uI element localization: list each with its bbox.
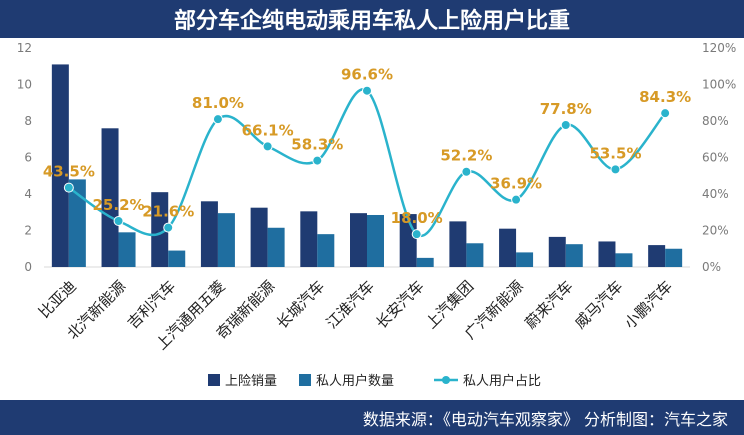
ratio-point [212, 114, 223, 125]
ratio-value-label: 36.9% [490, 175, 542, 193]
ratio-point [312, 155, 323, 166]
chart-plot: 0246810120%20%40%60%80%100%120%43.5%25.2… [17, 41, 737, 389]
legend-label-private: 私人用户数量 [316, 373, 394, 389]
x-category-label: 长城汽车 [273, 277, 328, 332]
x-category-label: 比亚迪 [35, 277, 80, 322]
source-footer: 数据来源：《电动汽车观察家》 分析制图：汽车之家 [0, 400, 744, 435]
ratio-value-label: 96.6% [341, 66, 393, 84]
x-category-label: 江淮汽车 [323, 277, 378, 332]
ratio-value-label: 21.6% [142, 203, 194, 221]
y-right-tick-label: 60% [702, 151, 729, 165]
bar-private-users [168, 250, 186, 267]
bar-private-users [367, 214, 384, 267]
x-category-label: 长安汽车 [372, 277, 427, 332]
legend-swatch-private [299, 374, 311, 386]
bar-private-users [665, 248, 683, 267]
y-left-tick-label: 0 [24, 260, 32, 274]
bar-private-users [565, 244, 583, 267]
bar-private-users [118, 232, 136, 267]
bar-insurance-sales [200, 201, 218, 267]
bar-private-users [267, 227, 285, 267]
y-right-tick-label: 100% [702, 78, 736, 92]
bar-insurance-sales [151, 192, 169, 267]
x-category-label: 小鹏汽车 [621, 277, 676, 332]
ratio-value-label: 58.3% [291, 136, 343, 154]
ratio-value-label: 66.1% [242, 121, 294, 139]
ratio-value-label: 81.0% [192, 94, 244, 112]
ratio-point [560, 120, 571, 131]
ratio-value-label: 53.5% [589, 144, 641, 162]
bar-insurance-sales [101, 128, 119, 267]
bar-private-users [217, 213, 235, 267]
bar-insurance-sales [250, 207, 268, 267]
y-left-tick-label: 6 [24, 151, 32, 165]
ratio-point [113, 216, 124, 227]
bar-insurance-sales [449, 221, 467, 267]
bar-private-users [516, 252, 534, 267]
y-right-tick-label: 20% [702, 224, 729, 238]
bar-insurance-sales [350, 213, 367, 267]
legend-swatch-insurance [208, 374, 220, 386]
ratio-point [660, 108, 671, 119]
bar-insurance-sales [648, 245, 666, 267]
y-left-tick-label: 10 [17, 78, 32, 92]
ratio-point [63, 182, 74, 193]
bar-private-users [416, 257, 434, 267]
bar-insurance-sales [548, 236, 566, 267]
ratio-value-label: 84.3% [639, 88, 691, 106]
bar-insurance-sales [499, 228, 517, 267]
ratio-value-label: 25.2% [93, 196, 145, 214]
ratio-point [163, 222, 174, 233]
bar-private-users [68, 179, 86, 267]
y-left-tick-label: 12 [17, 41, 32, 55]
ratio-point [461, 166, 472, 177]
bar-private-users [466, 243, 484, 267]
y-right-tick-label: 0% [702, 260, 721, 274]
legend-marker-ratio [442, 376, 450, 384]
ratio-value-label: 18.0% [391, 209, 443, 227]
bar-private-users [317, 234, 335, 267]
y-right-tick-label: 80% [702, 114, 729, 128]
y-left-tick-label: 4 [24, 187, 32, 201]
ratio-value-label: 77.8% [540, 100, 592, 118]
ratio-value-label: 43.5% [43, 163, 95, 181]
y-right-tick-label: 120% [702, 41, 736, 55]
legend-label-ratio: 私人用户占比 [463, 373, 541, 389]
ratio-point [411, 229, 422, 240]
bar-insurance-sales [598, 241, 616, 267]
bar-insurance-sales [51, 64, 69, 267]
ratio-point [511, 194, 522, 205]
ratio-value-label: 52.2% [440, 147, 492, 165]
chart-title: 部分车企纯电动乘用车私人上险用户比重 [0, 0, 744, 38]
x-category-label: 威马汽车 [571, 277, 626, 332]
ratio-point [610, 164, 621, 175]
bar-insurance-sales [300, 211, 318, 267]
x-category-label: 蔚来汽车 [521, 277, 576, 332]
y-left-tick-label: 2 [24, 224, 32, 238]
y-right-tick-label: 40% [702, 187, 729, 201]
ratio-point [262, 141, 273, 152]
ratio-point [362, 85, 372, 96]
y-left-tick-label: 8 [24, 114, 32, 128]
legend-label-insurance: 上险销量 [225, 374, 277, 389]
bar-private-users [615, 253, 633, 267]
